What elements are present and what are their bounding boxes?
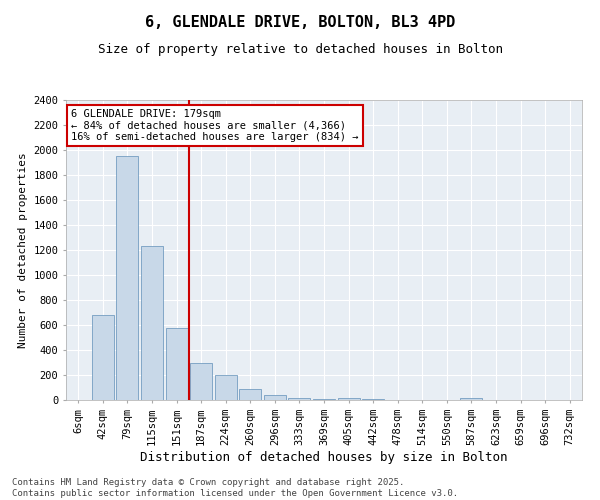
- Bar: [239, 390, 262, 400]
- Text: Contains HM Land Registry data © Crown copyright and database right 2025.
Contai: Contains HM Land Registry data © Crown c…: [12, 478, 458, 498]
- X-axis label: Distribution of detached houses by size in Bolton: Distribution of detached houses by size …: [140, 450, 508, 464]
- Y-axis label: Number of detached properties: Number of detached properties: [18, 152, 28, 348]
- Bar: [215, 375, 237, 400]
- Text: 6, GLENDALE DRIVE, BOLTON, BL3 4PD: 6, GLENDALE DRIVE, BOLTON, BL3 4PD: [145, 15, 455, 30]
- Bar: [141, 246, 163, 400]
- Bar: [166, 328, 188, 400]
- Bar: [338, 398, 359, 400]
- Bar: [190, 362, 212, 400]
- Bar: [92, 315, 114, 400]
- Text: 6 GLENDALE DRIVE: 179sqm
← 84% of detached houses are smaller (4,366)
16% of sem: 6 GLENDALE DRIVE: 179sqm ← 84% of detach…: [71, 109, 359, 142]
- Bar: [460, 398, 482, 400]
- Text: Size of property relative to detached houses in Bolton: Size of property relative to detached ho…: [97, 42, 503, 56]
- Bar: [264, 395, 286, 400]
- Bar: [289, 398, 310, 400]
- Bar: [116, 156, 139, 400]
